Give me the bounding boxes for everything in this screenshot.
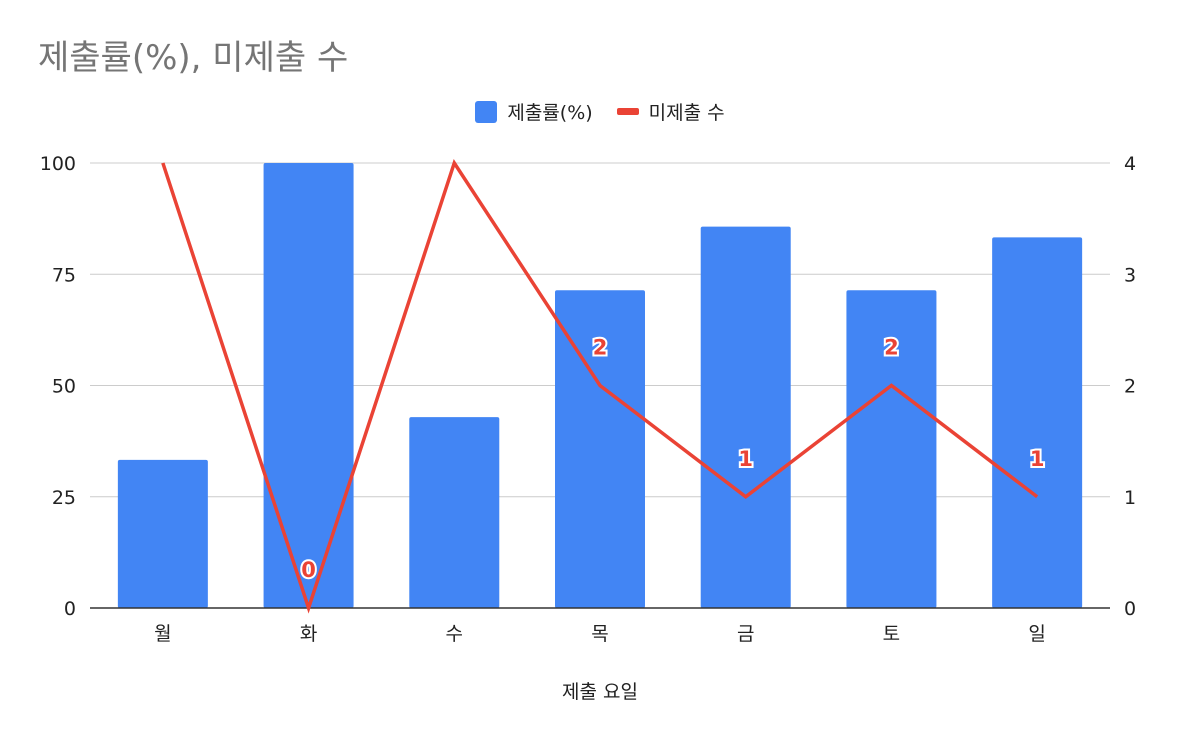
y-tick-label-left: 100 — [40, 153, 76, 175]
axis-ticks: 0 25 50 75 100 0 1 2 3 4 — [40, 153, 1136, 620]
chart-legend: 제출률(%) 미제출 수 — [0, 98, 1200, 125]
x-tick-label: 토 — [883, 623, 900, 645]
y-tick-label-left: 25 — [52, 487, 76, 509]
x-tick-label: 목 — [591, 623, 608, 645]
legend-swatch-line — [616, 108, 639, 115]
x-tick-label: 일 — [1028, 623, 1045, 645]
data-label: 2 — [884, 336, 899, 360]
bar — [409, 417, 500, 608]
legend-label-submission-rate: 제출률(%) — [507, 102, 593, 124]
bar-series — [117, 163, 1083, 608]
data-label: 2 — [593, 336, 608, 360]
x-tick-label: 월 — [154, 623, 171, 645]
y-tick-label-left: 0 — [64, 598, 76, 620]
data-label: 1 — [738, 447, 753, 471]
legend-swatch-bar — [475, 100, 498, 123]
bar — [555, 290, 645, 608]
bar — [846, 290, 937, 608]
bar — [992, 237, 1083, 608]
bar — [263, 163, 354, 608]
data-label: 0 — [301, 558, 316, 582]
y-tick-label-left: 50 — [52, 376, 76, 398]
y-tick-label-right: 4 — [1124, 153, 1136, 175]
data-label: 1 — [1030, 447, 1045, 471]
legend-item-submission-rate[interactable]: 제출률(%) — [475, 98, 593, 125]
x-tick-label: 화 — [300, 623, 317, 645]
chart-title: 제출률(%), 미제출 수 — [38, 38, 349, 78]
bar — [700, 226, 791, 608]
y-tick-label-left: 75 — [52, 264, 76, 286]
line-series-path — [161, 158, 1039, 614]
bar — [117, 459, 208, 608]
legend-item-unsubmitted-count[interactable]: 미제출 수 — [616, 98, 725, 125]
x-axis-label: 제출 요일 — [562, 681, 638, 703]
line-series: 0 2 1 2 1 — [161, 158, 1046, 614]
y-tick-label-right: 2 — [1124, 376, 1136, 398]
y-tick-label-right: 1 — [1124, 487, 1136, 509]
x-tick-label: 수 — [446, 623, 463, 645]
y-tick-label-right: 0 — [1124, 598, 1136, 620]
legend-label-unsubmitted-count: 미제출 수 — [648, 102, 725, 124]
y-tick-label-right: 3 — [1124, 264, 1136, 286]
x-tick-label: 금 — [737, 623, 754, 645]
